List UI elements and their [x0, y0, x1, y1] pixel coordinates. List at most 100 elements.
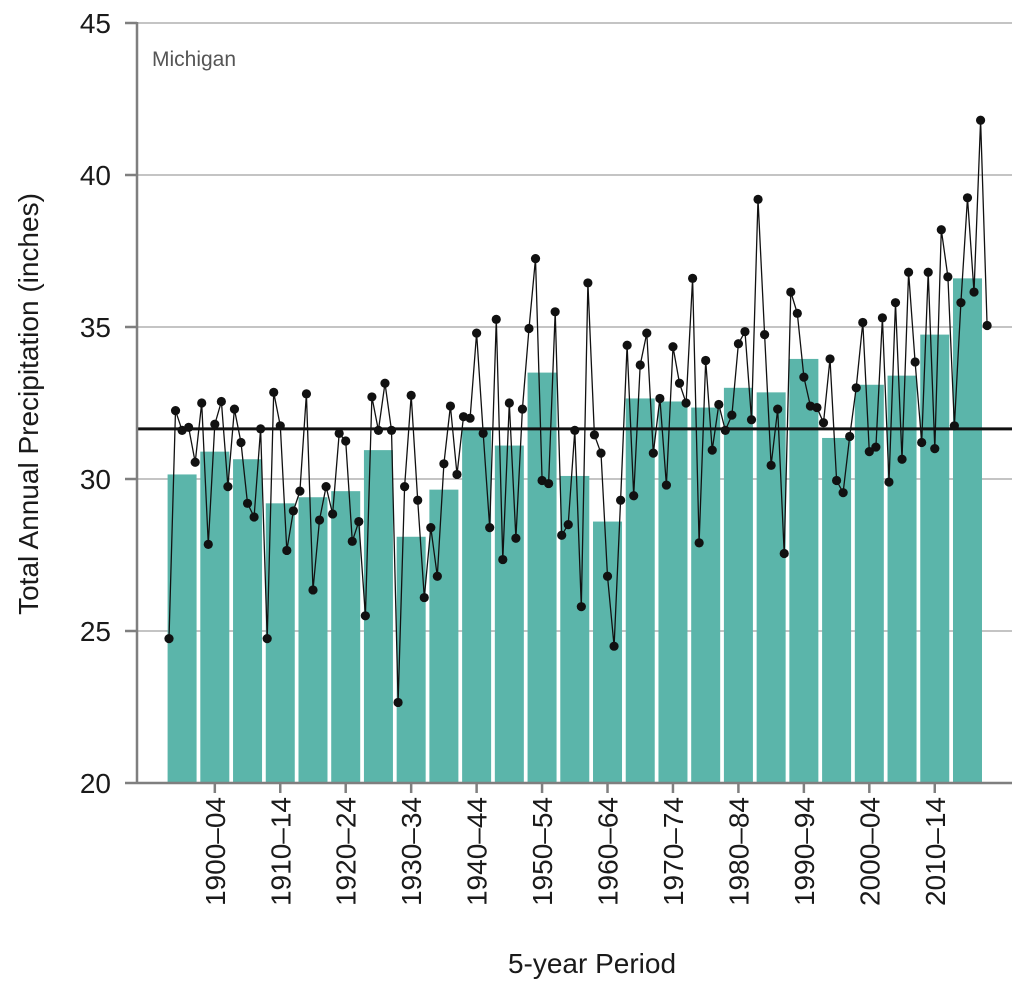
x-tick-labels: 1900–04 1910–14 1920–24 1930–34 1940–44 1950–…	[200, 797, 951, 906]
annual-point-1905	[229, 404, 240, 414]
x-tick-label-2010–14: 2010–14	[920, 797, 951, 906]
bar-2010–14	[920, 334, 950, 783]
annual-point-1910	[262, 634, 272, 644]
y-tick-label-35: 35	[80, 312, 111, 343]
annual-point-1939	[452, 469, 462, 480]
x-tick-label-1960–64: 1960–64	[593, 797, 624, 906]
annual-point-1937	[439, 459, 449, 469]
annual-point-1920	[328, 509, 338, 519]
annual-point-1921	[334, 428, 344, 438]
annual-point-1906	[236, 437, 246, 448]
annual-point-1983	[740, 326, 750, 337]
annual-point-1916	[301, 389, 312, 399]
annual-point-2007	[897, 454, 907, 464]
annual-point-1995	[818, 418, 829, 428]
annual-point-1947	[504, 398, 514, 408]
annual-point-1902	[210, 419, 220, 429]
x-tick-label-1930–34: 1930–34	[396, 797, 427, 906]
annual-point-1956	[563, 520, 573, 530]
annual-point-1982	[733, 339, 744, 349]
annual-point-2018	[969, 287, 979, 297]
bar-1900–04	[200, 451, 230, 783]
annual-point-1996	[825, 354, 835, 364]
x-tick-label-1990–94: 1990–94	[789, 797, 820, 906]
annual-point-1997	[831, 475, 842, 486]
x-tick-label-1950–54: 1950–54	[527, 797, 558, 906]
y-tick-label-30: 30	[80, 464, 111, 495]
y-axis-title: Total Annual Precipitation (inches)	[13, 193, 44, 615]
y-tick-label-45: 45	[80, 8, 111, 39]
annual-point-1980	[720, 425, 730, 435]
annual-point-1914	[288, 506, 298, 516]
annual-point-1964	[616, 495, 626, 505]
annual-point-1979	[714, 399, 724, 410]
annual-point-1941	[465, 413, 475, 423]
annual-point-2009	[910, 357, 920, 367]
annual-point-1923	[347, 536, 357, 546]
x-tick-label-1940–44: 1940–44	[462, 797, 493, 906]
bar-1915–19	[298, 497, 328, 783]
annual-point-1994	[812, 402, 822, 413]
annual-point-2011	[923, 267, 933, 277]
annual-point-1943	[478, 428, 488, 438]
bar-1935–39	[429, 489, 459, 783]
annual-point-1912	[275, 421, 285, 431]
annual-point-1973	[674, 378, 685, 388]
annual-point-1909	[256, 424, 266, 434]
axes	[125, 21, 1012, 793]
annual-point-1987	[766, 460, 776, 470]
annual-point-1990	[786, 287, 796, 297]
annual-point-1936	[432, 571, 442, 581]
annual-point-2003	[871, 442, 881, 452]
annual-point-1969	[648, 448, 658, 458]
annual-point-1998	[838, 488, 848, 498]
annual-point-1925	[360, 611, 370, 621]
annual-point-1974	[681, 398, 691, 408]
annual-point-1933	[413, 495, 423, 505]
annual-point-1899	[190, 457, 200, 467]
bar-1945–49	[494, 445, 524, 783]
annual-point-2020	[982, 320, 992, 331]
annual-point-1915	[295, 486, 305, 496]
y-tick-label-40: 40	[80, 160, 111, 191]
bar-1995–99	[822, 437, 852, 783]
bar-1920–24	[331, 491, 361, 783]
annual-series	[164, 115, 992, 708]
annual-point-1907	[242, 498, 253, 508]
bar-1985–89	[756, 392, 786, 783]
annual-point-1967	[635, 360, 645, 370]
annual-point-1959	[583, 278, 593, 288]
annual-point-1903	[216, 396, 226, 407]
bar-1970–74	[658, 401, 688, 783]
x-axis-title: 5-year Period	[508, 948, 676, 979]
annual-point-1898	[184, 422, 194, 432]
annual-point-2014	[943, 272, 953, 282]
x-tick-label-1900–04: 1900–04	[200, 797, 231, 906]
annual-point-1991	[792, 308, 802, 318]
annual-point-1985	[753, 194, 763, 204]
annual-point-1968	[642, 328, 652, 338]
annual-point-1935	[426, 523, 436, 533]
y-tick-labels: 20 25 30 35 40 45	[80, 8, 111, 799]
x-tick-label-1970–74: 1970–74	[658, 797, 689, 906]
annual-point-1951	[530, 254, 541, 264]
annual-point-1978	[707, 445, 717, 455]
annual-point-1972	[668, 342, 678, 352]
annual-point-2010	[917, 437, 927, 448]
annual-point-1954	[550, 307, 560, 317]
annual-point-1922	[341, 436, 351, 446]
bar-1965–69	[625, 398, 655, 783]
y-tick-label-20: 20	[80, 768, 111, 799]
annual-point-1992	[799, 372, 809, 382]
annual-point-1977	[701, 355, 711, 366]
annual-point-1946	[498, 554, 508, 565]
annual-point-1986	[759, 330, 770, 340]
bar-2005–09	[887, 375, 917, 783]
annual-point-2012	[930, 444, 940, 454]
annual-point-1949	[517, 404, 528, 414]
annual-point-2015	[949, 421, 960, 431]
annual-point-1901	[203, 539, 213, 549]
annual-point-1963	[609, 641, 619, 651]
annual-point-1913	[282, 545, 292, 556]
